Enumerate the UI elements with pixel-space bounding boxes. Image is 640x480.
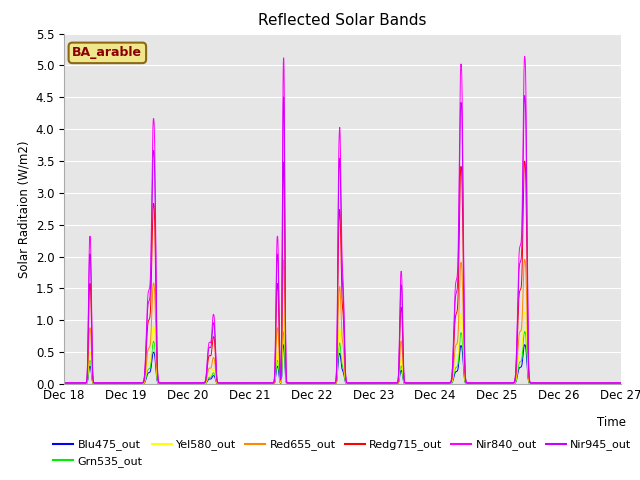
Title: Reflected Solar Bands: Reflected Solar Bands	[258, 13, 427, 28]
Yel580_out	[617, 381, 625, 386]
Nir945_out	[127, 380, 134, 386]
Red655_out	[60, 381, 68, 386]
Grn535_out	[617, 381, 625, 387]
Nir840_out	[588, 380, 595, 385]
Grn535_out	[127, 381, 134, 387]
Blu475_out	[408, 381, 416, 387]
Line: Grn535_out: Grn535_out	[64, 332, 621, 384]
Redg715_out	[566, 380, 573, 386]
Redg715_out	[60, 380, 68, 386]
Nir945_out	[588, 380, 595, 386]
Blu475_out	[521, 342, 529, 348]
Red655_out	[563, 381, 571, 386]
Nir945_out	[563, 380, 571, 386]
Text: Time: Time	[597, 416, 627, 429]
Grn535_out	[566, 381, 573, 387]
Line: Redg715_out: Redg715_out	[64, 161, 621, 383]
Nir945_out	[60, 380, 68, 386]
Redg715_out	[588, 380, 595, 386]
Blu475_out	[566, 381, 573, 387]
Nir840_out	[127, 380, 134, 385]
Red655_out	[521, 257, 529, 263]
Redg715_out	[408, 380, 416, 386]
Red655_out	[273, 325, 281, 331]
Blu475_out	[617, 381, 625, 387]
Nir840_out	[566, 380, 573, 385]
Yel580_out	[566, 381, 573, 386]
Grn535_out	[273, 358, 281, 363]
Blu475_out	[60, 381, 68, 387]
Text: BA_arable: BA_arable	[72, 47, 142, 60]
Line: Blu475_out: Blu475_out	[64, 345, 621, 384]
Yel580_out	[408, 381, 416, 386]
Grn535_out	[563, 381, 571, 387]
Redg715_out	[273, 281, 281, 287]
Redg715_out	[563, 380, 571, 386]
Red655_out	[617, 381, 625, 386]
Redg715_out	[127, 380, 134, 386]
Yel580_out	[273, 349, 281, 355]
Blu475_out	[563, 381, 571, 387]
Nir945_out	[521, 93, 529, 98]
Redg715_out	[521, 158, 529, 164]
Grn535_out	[408, 381, 416, 387]
Nir945_out	[617, 380, 625, 386]
Blu475_out	[588, 381, 595, 387]
Redg715_out	[617, 380, 625, 386]
Line: Yel580_out: Yel580_out	[64, 312, 621, 384]
Red655_out	[566, 381, 573, 386]
Blu475_out	[127, 381, 134, 387]
Nir840_out	[617, 380, 625, 385]
Grn535_out	[521, 329, 529, 335]
Nir840_out	[563, 380, 571, 385]
Red655_out	[408, 381, 416, 386]
Yel580_out	[60, 381, 68, 386]
Yel580_out	[588, 381, 595, 386]
Blu475_out	[273, 363, 281, 369]
Grn535_out	[588, 381, 595, 387]
Red655_out	[127, 381, 134, 386]
Nir840_out	[521, 53, 529, 59]
Line: Red655_out: Red655_out	[64, 260, 621, 384]
Nir840_out	[408, 380, 416, 385]
Line: Nir945_out: Nir945_out	[64, 96, 621, 383]
Yel580_out	[127, 381, 134, 386]
Nir945_out	[273, 252, 281, 257]
Y-axis label: Solar Raditaion (W/m2): Solar Raditaion (W/m2)	[17, 140, 30, 277]
Yel580_out	[563, 381, 571, 386]
Red655_out	[588, 381, 595, 386]
Grn535_out	[60, 381, 68, 387]
Legend: Blu475_out, Grn535_out, Yel580_out, Red655_out, Redg715_out, Nir840_out, Nir945_: Blu475_out, Grn535_out, Yel580_out, Red6…	[49, 435, 636, 471]
Nir945_out	[566, 380, 573, 386]
Nir840_out	[273, 234, 281, 240]
Yel580_out	[521, 309, 529, 315]
Line: Nir840_out: Nir840_out	[64, 56, 621, 383]
Nir945_out	[408, 380, 416, 386]
Nir840_out	[60, 380, 68, 385]
